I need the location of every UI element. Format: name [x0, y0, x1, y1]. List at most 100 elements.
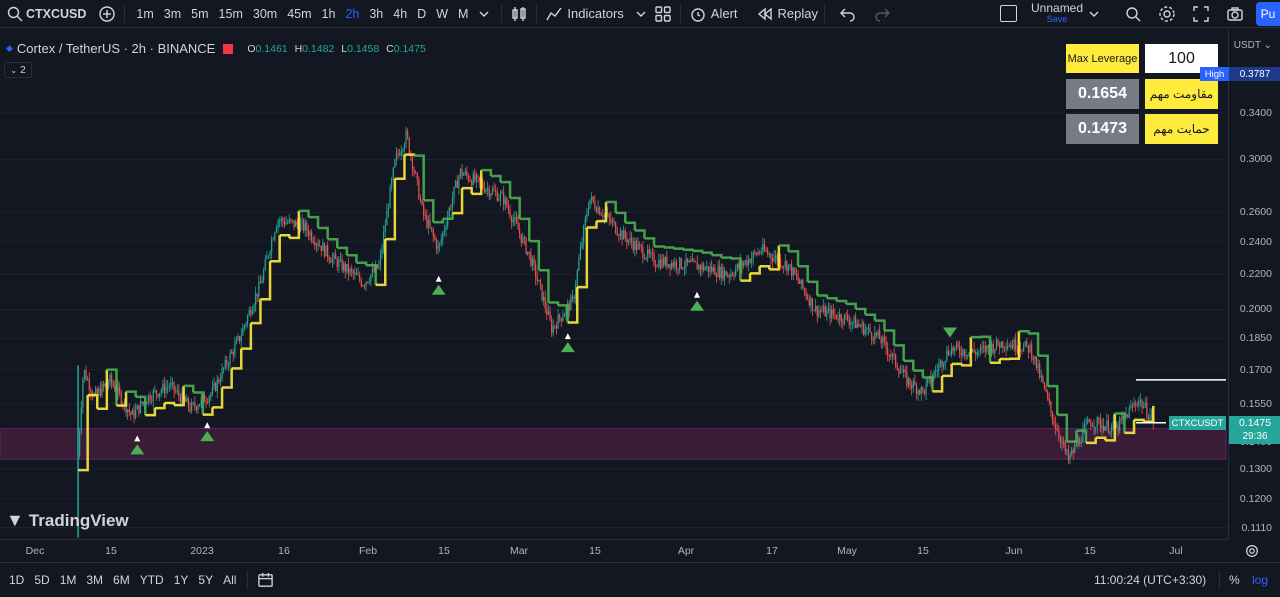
- fullscreen-icon[interactable]: [1190, 3, 1212, 25]
- candle-body: [687, 258, 689, 263]
- candle-body: [323, 243, 326, 257]
- compare-button[interactable]: [96, 0, 118, 28]
- candle-body: [586, 214, 588, 219]
- currency-selector[interactable]: USDT ⌄: [1233, 40, 1272, 51]
- price-chart: [0, 112, 1228, 538]
- timeframe-2h[interactable]: 2h: [345, 6, 360, 21]
- price-axis[interactable]: USDT ⌄ High 0.3787 0.3400 0.3000 0.2600 0.2…: [1200, 29, 1280, 539]
- candle-body: [1138, 400, 1140, 406]
- timeframe-15m[interactable]: 15m: [218, 6, 243, 21]
- trend-band-segment: [721, 256, 733, 259]
- log-toggle[interactable]: log: [1252, 573, 1269, 587]
- timeframe-D[interactable]: D: [417, 6, 427, 21]
- timeframe-3m[interactable]: 3m: [163, 6, 182, 21]
- candles-icon[interactable]: [508, 3, 530, 25]
- candle-body: [666, 256, 668, 267]
- chart-pane[interactable]: ◆ Cortex / TetherUS · 2h · BINANCE O0.14…: [0, 29, 1228, 539]
- redo-icon[interactable]: [871, 3, 893, 25]
- timeframe-M[interactable]: M: [458, 6, 469, 21]
- chevron-down-icon[interactable]: [473, 3, 495, 25]
- layouts-grid-icon[interactable]: [652, 3, 674, 25]
- candle-body: [923, 390, 926, 394]
- replay-button[interactable]: Replay: [754, 0, 818, 28]
- legend-title[interactable]: Cortex / TetherUS · 2h · BINANCE: [16, 41, 216, 56]
- indicators-button[interactable]: Indicators: [543, 0, 624, 28]
- timeframe-3h[interactable]: 3h: [369, 6, 384, 21]
- trend-band-segment: [913, 369, 925, 378]
- timeframe-45m[interactable]: 45m: [287, 6, 312, 21]
- candle-body: [424, 214, 426, 216]
- trend-band-segment: [1105, 413, 1117, 442]
- percent-toggle[interactable]: %: [1229, 573, 1240, 587]
- candle-body: [755, 252, 758, 255]
- candle-body: [823, 306, 825, 312]
- trend-band-segment: [615, 211, 627, 223]
- candle-body: [267, 255, 270, 257]
- candle-body: [103, 383, 105, 386]
- timeframe-W[interactable]: W: [436, 6, 448, 21]
- candle-body: [533, 258, 535, 265]
- candle-body: [259, 281, 262, 284]
- chevron-down-icon: [1083, 3, 1105, 25]
- tradingview-logo[interactable]: ▼ TradingView: [6, 510, 129, 531]
- range-5y[interactable]: 5Y: [198, 573, 214, 587]
- range-all[interactable]: All: [223, 573, 237, 587]
- candle-body: [167, 386, 169, 388]
- trend-band-segment: [337, 246, 349, 256]
- candle-body: [467, 175, 470, 181]
- candle-body: [408, 137, 410, 154]
- range-3m[interactable]: 3M: [86, 573, 104, 587]
- trend-band-segment: [778, 244, 790, 252]
- collapse-arrow-icon[interactable]: ◆: [6, 43, 13, 53]
- candle-body: [253, 305, 255, 311]
- time-axis[interactable]: Dec 15 2023 16 Feb 15 Mar 15 Apr 17 May 15 Jun 15 Jul: [0, 539, 1228, 561]
- candle-body: [541, 284, 543, 301]
- candle-body: [525, 238, 527, 254]
- range-1m[interactable]: 1M: [59, 573, 77, 587]
- calendar-range-icon[interactable]: [254, 569, 276, 591]
- candle-body: [592, 196, 594, 202]
- candle-body: [837, 318, 839, 321]
- symbol-search-button[interactable]: CTXCUSD: [0, 0, 86, 28]
- alert-button[interactable]: Alert: [687, 0, 738, 28]
- trend-band-segment: [270, 235, 281, 263]
- undo-icon[interactable]: [837, 3, 859, 25]
- timeframe-1h[interactable]: 1h: [321, 6, 336, 21]
- candle-body: [165, 387, 167, 393]
- layout-menu[interactable]: Unnamed Save: [1000, 0, 1105, 28]
- camera-icon[interactable]: [1224, 3, 1246, 25]
- candle-body: [309, 232, 311, 236]
- range-5d[interactable]: 5D: [34, 573, 50, 587]
- candle-body: [735, 269, 737, 276]
- candle-body: [147, 394, 150, 403]
- publish-button[interactable]: Pu: [1256, 2, 1280, 26]
- clock-timezone[interactable]: 11:00:24 (UTC+3:30): [1094, 573, 1207, 587]
- trend-band-segment: [1047, 384, 1059, 415]
- range-6m[interactable]: 6M: [113, 573, 130, 587]
- candle-body: [816, 305, 818, 316]
- timeframe-4h[interactable]: 4h: [393, 6, 408, 21]
- indicator-collapse-button[interactable]: ⌄ 2: [4, 62, 32, 78]
- candle-body: [663, 258, 665, 266]
- candle-body: [594, 201, 596, 209]
- candle-body: [1127, 414, 1129, 418]
- quick-search-icon[interactable]: [1122, 3, 1144, 25]
- candle-body: [643, 257, 646, 260]
- gear-icon[interactable]: [1156, 3, 1178, 25]
- chevron-down-icon[interactable]: [630, 3, 652, 25]
- timeframe-5m[interactable]: 5m: [191, 6, 209, 21]
- range-1y[interactable]: 1Y: [173, 573, 189, 587]
- trend-band-segment: [404, 153, 416, 156]
- settings-circle-icon[interactable]: [1241, 540, 1263, 562]
- price-tick-label: 0.2400: [1239, 235, 1272, 248]
- range-1d[interactable]: 1D: [9, 573, 25, 587]
- timeframe-1m[interactable]: 1m: [136, 6, 154, 21]
- range-ytd[interactable]: YTD: [139, 573, 164, 587]
- candle-body: [877, 330, 879, 336]
- trend-band-segment: [558, 304, 569, 323]
- candle-body: [416, 172, 418, 180]
- timeframe-30m[interactable]: 30m: [252, 6, 278, 21]
- candle-body: [882, 336, 884, 344]
- legend-flag-icon[interactable]: [223, 43, 234, 54]
- candle-body: [744, 260, 746, 264]
